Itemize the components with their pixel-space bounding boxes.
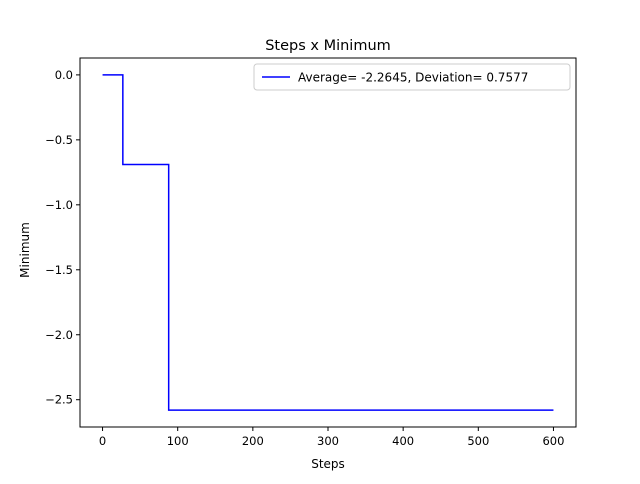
plot-frame bbox=[79, 57, 577, 428]
x-tick-label: 500 bbox=[467, 434, 489, 448]
x-tick-label: 300 bbox=[317, 434, 339, 448]
x-tick-label: 400 bbox=[392, 434, 414, 448]
legend-label: Average= -2.2645, Deviation= 0.7577 bbox=[298, 71, 528, 85]
x-tick-label: 0 bbox=[99, 434, 106, 448]
y-tick-label: −2.5 bbox=[45, 393, 73, 407]
y-axis-label: Minimum bbox=[18, 222, 32, 278]
y-axis-ticks: 0.0 −0.5 −1.0 −1.5 −2.0 −2.5 bbox=[45, 68, 80, 407]
y-tick-label: −1.5 bbox=[45, 263, 73, 277]
y-tick-label: 0.0 bbox=[55, 68, 73, 82]
y-tick-label: −1.0 bbox=[45, 198, 73, 212]
legend-box bbox=[253, 63, 571, 91]
series-line bbox=[102, 74, 554, 411]
x-tick-label: 600 bbox=[542, 434, 564, 448]
chart-title: Steps x Minimum bbox=[265, 38, 391, 54]
x-tick-label: 200 bbox=[242, 434, 264, 448]
series-layer bbox=[102, 74, 554, 411]
x-tick-label: 100 bbox=[167, 434, 189, 448]
x-axis-ticks: 0 100 200 300 400 500 600 bbox=[99, 427, 564, 448]
x-axis-label: Steps bbox=[311, 457, 345, 471]
legend: Average= -2.2645, Deviation= 0.7577 bbox=[253, 63, 571, 91]
y-tick-label: −0.5 bbox=[45, 133, 73, 147]
y-tick-label: −2.0 bbox=[45, 328, 73, 342]
